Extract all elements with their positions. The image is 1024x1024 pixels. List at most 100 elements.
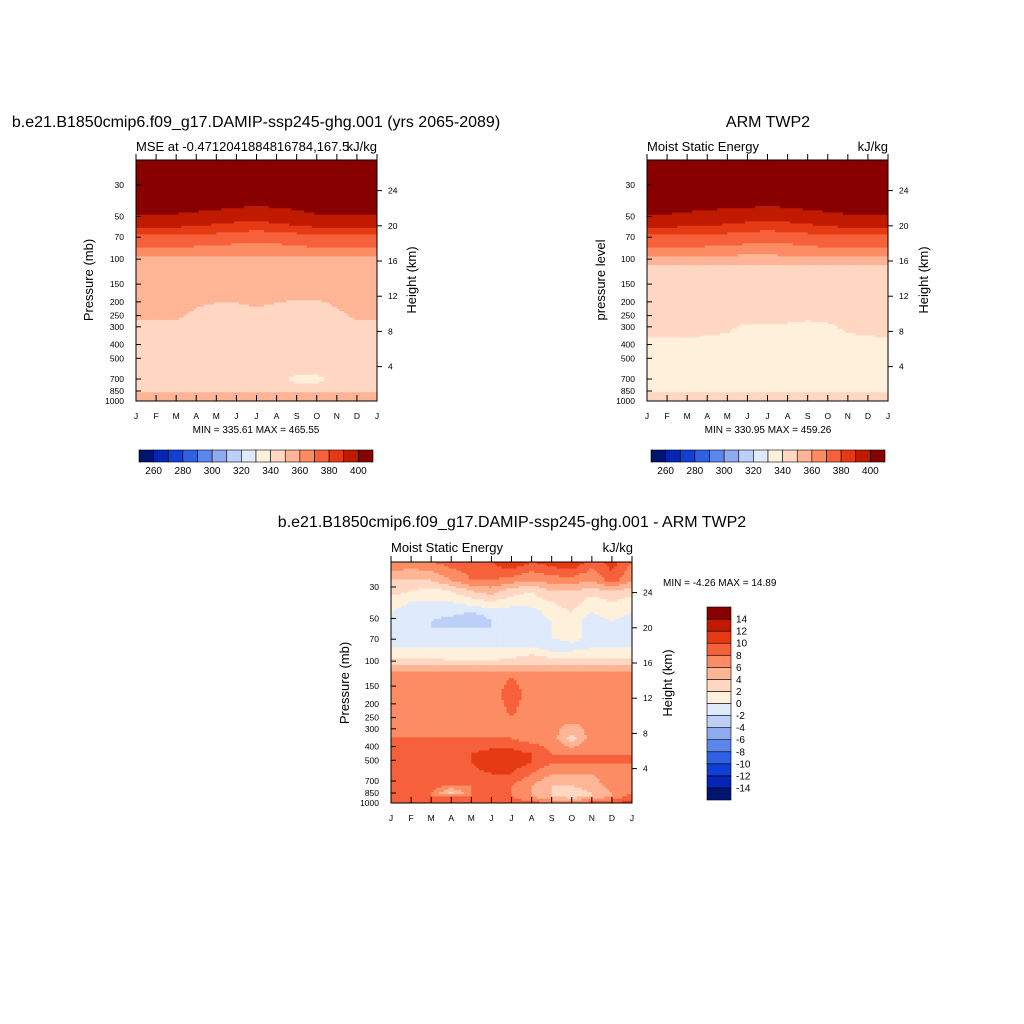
contour-cell [171,269,175,273]
contour-cell [223,216,227,220]
contour-cell [213,212,217,216]
contour-cell [324,269,328,273]
contour-cell [191,258,195,262]
contour-cell [246,221,250,225]
contour-cell [324,232,328,236]
contour-cell [261,234,265,238]
contour-cell [336,265,340,268]
contour-cell [221,177,225,181]
contour-cell [191,160,195,163]
contour-cell [364,269,368,273]
contour-cell [156,188,160,192]
contour-cell [324,175,328,179]
contour-cell [163,216,167,220]
contour-cell [259,247,263,251]
contour-cell [341,186,345,190]
contour-cell [324,216,328,220]
contour-cell [261,219,265,222]
contour-cell [284,175,288,179]
contour-cell [346,162,350,165]
contour-cell [183,210,187,214]
contour-cell [146,184,150,187]
contour-cell [364,258,368,262]
contour-cell [156,243,160,247]
contour-cell [259,221,263,225]
contour-cell [264,221,268,225]
contour-cell [248,201,253,205]
contour-cell [136,162,140,165]
contour-cell [329,252,333,255]
contour-cell [329,223,333,227]
contour-cell [238,160,243,163]
contour-cell [173,236,177,240]
contour-cell [259,166,263,170]
contour-cell [276,269,280,273]
contour-cell [319,247,323,251]
contour-cell [198,267,202,271]
contour-cell [246,225,250,229]
contour-cell [356,256,361,260]
contour-cell [218,186,222,190]
contour-cell [188,247,192,251]
contour-cell [266,216,270,220]
contour-cell [331,190,335,194]
contour-cell [213,173,217,176]
contour-cell [316,241,320,244]
contour-cell [324,260,328,264]
contour-cell [211,210,215,214]
contour-cell [148,197,152,201]
contour-cell [143,216,147,220]
contour-cell [316,262,320,266]
contour-cell [366,186,371,190]
contour-cell [218,188,222,192]
contour-cell [319,232,323,236]
contour-cell [138,203,142,207]
contour-cell [289,212,293,216]
contour-cell [211,238,215,242]
contour-cell [269,252,273,255]
contour-cell [356,236,361,240]
contour-cell [331,214,335,218]
contour-cell [369,262,373,266]
contour-cell [369,225,373,229]
contour-cell [178,256,182,260]
contour-cell [163,234,167,238]
contour-cell [256,252,260,255]
contour-cell [264,245,268,249]
contour-cell [261,247,265,251]
contour-cell [286,177,290,181]
contour-cell [266,245,270,249]
contour-cell [304,208,308,211]
contour-cell [306,258,310,262]
contour-cell [289,219,293,222]
contour-cell [326,212,330,216]
contour-cell [183,243,187,247]
contour-cell [271,208,275,211]
contour-cell [148,234,152,238]
contour-cell [158,203,162,207]
contour-cell [248,267,253,271]
contour-cell [253,166,258,170]
contour-cell [181,238,185,242]
contour-cell [238,186,243,190]
contour-cell [176,212,180,216]
contour-cell [201,160,205,163]
contour-cell [151,271,155,275]
contour-cell [236,267,240,271]
contour-cell [281,181,285,185]
contour-cell [236,206,240,209]
contour-cell [151,197,155,201]
contour-cell [349,179,353,183]
contour-cell [248,243,253,247]
contour-cell [196,184,200,187]
contour-cell [306,252,310,255]
contour-cell [206,256,210,260]
contour-cell [181,190,185,194]
contour-cell [146,199,150,203]
contour-cell [153,173,157,176]
contour-cell [148,271,152,275]
contour-cell [341,162,345,165]
contour-cell [233,195,238,198]
contour-cell [156,175,160,179]
contour-cell [166,175,170,179]
